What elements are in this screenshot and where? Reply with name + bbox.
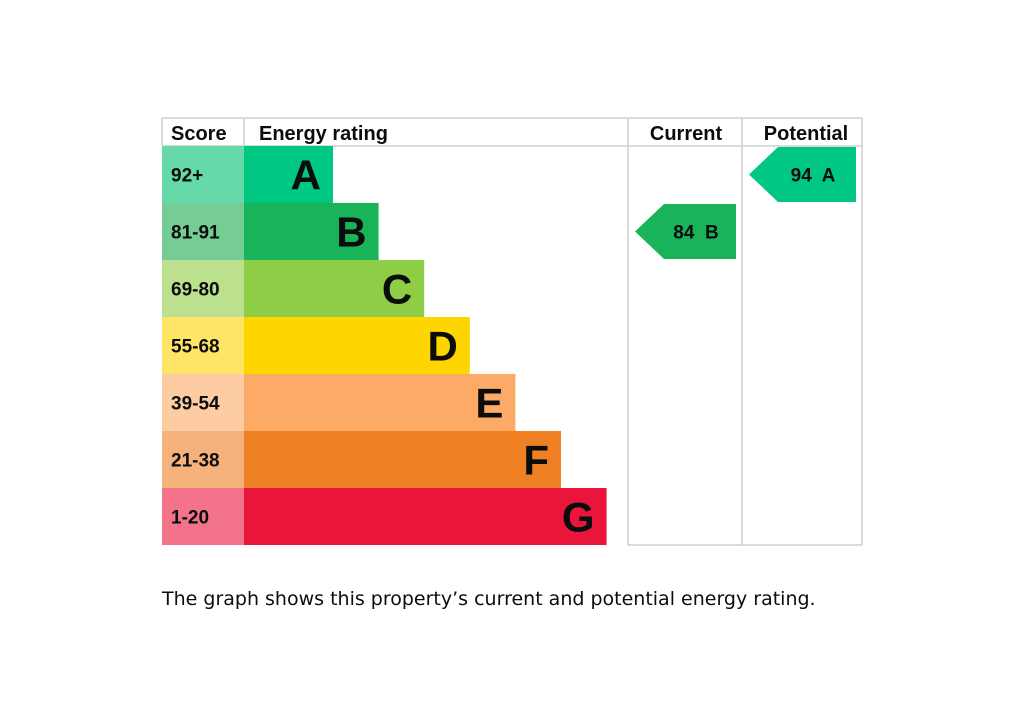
band-letter-g: G <box>562 494 595 541</box>
header-energy-rating: Energy rating <box>259 123 388 145</box>
band-letter-e: E <box>475 380 503 427</box>
band-bar-e <box>244 374 516 431</box>
header-score: Score <box>171 123 227 145</box>
current-rating-label: 84 B <box>673 223 718 244</box>
band-letter-a: A <box>291 152 321 199</box>
band-bar-g <box>244 488 607 545</box>
rating-bands: 92+ A 81-91 B 69-80 C 55-68 D 39-54 E 21-38 F 1-20 G <box>162 146 607 545</box>
score-cell-f <box>162 431 244 488</box>
chart-caption: The graph shows this property’s current … <box>162 588 816 610</box>
band-bar-d <box>244 317 470 374</box>
header-potential: Potential <box>764 123 848 145</box>
potential-rating-arrow <box>749 147 856 202</box>
score-label-e: 39-54 <box>171 394 220 415</box>
band-letter-b: B <box>336 209 366 256</box>
score-label-c: 69-80 <box>171 280 220 301</box>
band-letter-d: D <box>427 323 457 370</box>
score-label-f: 21-38 <box>171 451 220 472</box>
score-label-g: 1-20 <box>171 508 209 529</box>
score-label-a: 92+ <box>171 166 203 187</box>
score-label-d: 55-68 <box>171 337 220 358</box>
score-cell-b <box>162 203 244 260</box>
band-bar-b <box>244 203 379 260</box>
score-cell-c <box>162 260 244 317</box>
rating-markers: 84 B 94 A <box>635 147 856 259</box>
score-cell-g <box>162 488 244 545</box>
potential-rating-label: 94 A <box>791 166 836 187</box>
chart-headers: Score Energy rating Current Potential <box>171 123 848 145</box>
band-letter-c: C <box>382 266 412 313</box>
score-label-b: 81-91 <box>171 223 220 244</box>
score-cell-a <box>162 146 244 203</box>
score-cell-e <box>162 374 244 431</box>
band-letter-f: F <box>523 437 549 484</box>
score-cell-d <box>162 317 244 374</box>
header-current: Current <box>650 123 723 145</box>
band-bar-f <box>244 431 561 488</box>
band-bar-c <box>244 260 425 317</box>
current-rating-arrow <box>635 204 736 259</box>
band-bar-a <box>244 146 333 203</box>
